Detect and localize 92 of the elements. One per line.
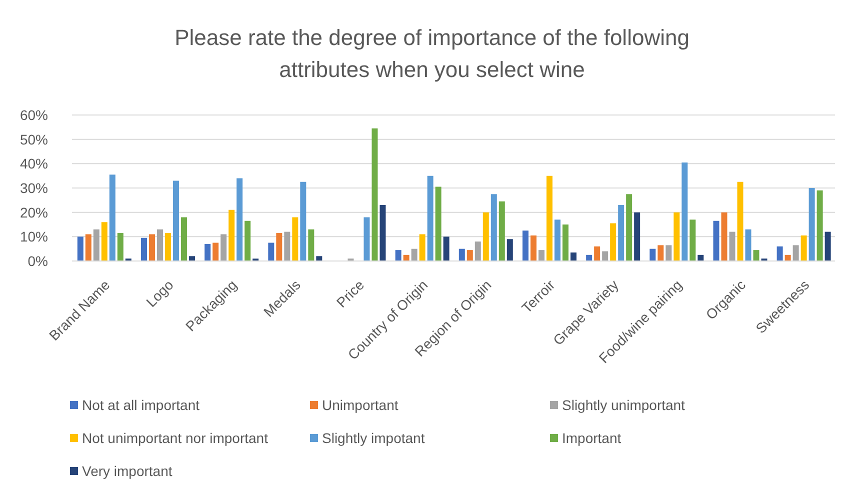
y-tick-label: 20% [20,204,48,220]
bar [721,212,728,261]
bar [395,250,402,261]
y-tick-label: 40% [20,156,48,172]
bar [372,128,378,261]
y-tick-label: 60% [20,106,48,123]
bar [292,217,298,261]
bar [546,176,552,261]
bar [610,223,616,261]
bar [204,244,211,261]
bar [530,235,536,261]
bar [626,194,632,261]
y-tick-label: 30% [20,180,48,196]
bar [93,229,100,261]
bar [690,220,696,261]
bar [443,236,450,261]
bar [816,190,823,261]
bar [634,212,640,261]
bar [474,242,481,261]
bar [380,205,386,261]
bar [212,242,219,261]
bar [276,233,282,261]
bar [109,174,116,261]
bar [713,220,720,261]
bar [164,233,171,261]
bar [570,252,576,261]
bar [658,245,664,261]
y-tick-label: 10% [20,228,48,245]
bar [506,239,513,261]
legend-label: Not at all important [82,397,200,413]
bar [792,245,799,261]
bar [586,254,592,261]
bar [188,256,195,261]
bar [244,220,251,261]
bar [737,182,744,261]
legend-label: Important [562,430,622,446]
bar [419,234,426,261]
bar [411,248,418,261]
bar [594,246,600,261]
bar [554,220,560,261]
bar [220,234,227,261]
bar [236,178,243,261]
legend-label: Slightly impotant [322,430,425,446]
bar [776,246,783,261]
bar [618,205,624,261]
bar [538,250,544,261]
bar [364,217,370,261]
bar [808,188,815,261]
bar [482,212,489,261]
bar [498,201,505,261]
bar [729,232,736,261]
bar [458,248,465,261]
bar [403,254,410,261]
bar [800,235,807,261]
bar [140,238,147,261]
bar [466,250,473,261]
bar [682,162,688,261]
bar [490,194,497,261]
y-tick-label: 50% [20,131,48,148]
bar [753,250,760,261]
bar [148,234,155,261]
bar [666,245,672,261]
legend-label: Very important [82,463,172,479]
bar [435,186,442,261]
bar [101,222,108,261]
chart-title: Please rate the degree of importance of the following attributes when you select wine [174,24,690,84]
bar [602,251,608,261]
bar [427,176,434,261]
bar [300,182,306,261]
bar [824,232,831,261]
bar [522,230,528,261]
bar [562,224,568,261]
bar [228,210,235,261]
bar [117,233,124,261]
legend-label: Unimportant [322,397,398,413]
legend-label: Slightly unimportant [562,397,685,413]
bar [674,212,680,261]
bar [77,236,84,261]
bar [650,248,656,261]
bar [745,229,752,261]
bar [698,254,704,261]
bar [85,234,92,261]
legend-label: Not unimportant nor important [82,430,268,446]
bar [308,229,314,261]
bar [784,254,791,261]
bar [172,180,179,261]
bar [316,256,322,261]
bar [180,217,187,261]
bar [156,229,163,261]
bar [284,232,290,261]
y-tick-label: 0% [28,252,48,269]
bar [268,242,274,261]
